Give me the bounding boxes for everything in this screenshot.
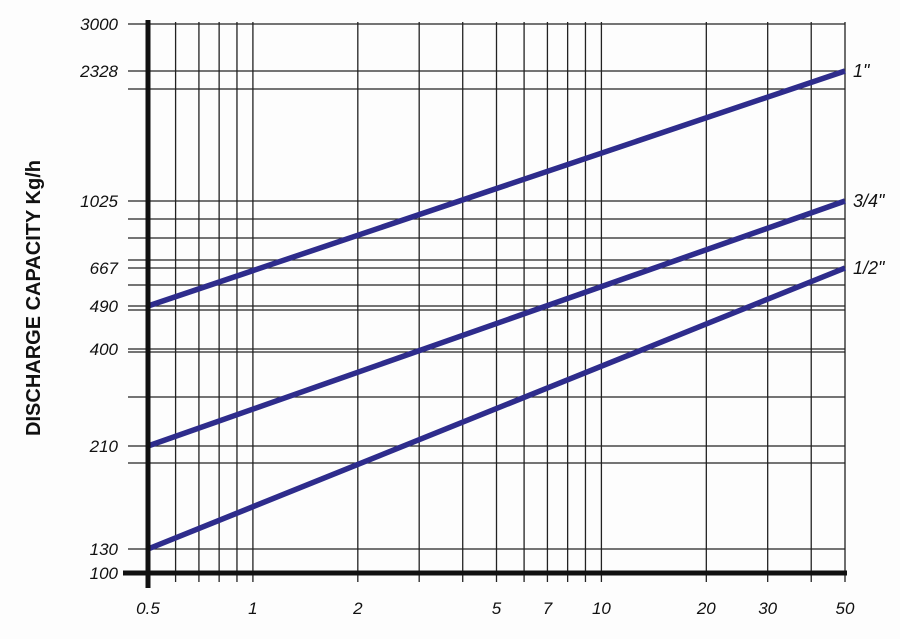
x-tick-label: 30 — [758, 599, 777, 618]
y-tick-label: 130 — [90, 540, 119, 559]
x-tick-label: 50 — [836, 599, 855, 618]
y-tick-label: 3000 — [80, 15, 118, 34]
x-tick-label: 20 — [696, 599, 716, 618]
x-tick-label: 0.5 — [136, 599, 160, 618]
series-lines — [146, 68, 847, 552]
y-tick-label: 2328 — [79, 62, 118, 81]
y-tick-label: 490 — [90, 297, 119, 316]
series-label: 1/2" — [853, 258, 886, 278]
y-axis-label: DISCHARGE CAPACITY Kg/h — [23, 160, 45, 436]
axes — [123, 20, 847, 588]
x-tick-label: 5 — [492, 599, 502, 618]
tick-labels: 1" 3/4" 1/2" 0.5 1 2 5 7 10 20 30 50 3000 2328 1025 667… — [79, 15, 886, 618]
series-line — [147, 198, 846, 449]
y-tick-label: 210 — [89, 437, 119, 456]
series-label: 1" — [853, 61, 871, 81]
x-tick-label: 7 — [543, 599, 553, 618]
y-tick-label: 1025 — [80, 192, 118, 211]
x-tick-label: 2 — [352, 599, 363, 618]
y-tick-label: 400 — [90, 340, 119, 359]
x-tick-label: 1 — [248, 599, 257, 618]
series-line — [146, 265, 847, 552]
x-tick-label: 10 — [592, 599, 611, 618]
y-tick-label: 100 — [90, 564, 119, 583]
series-line — [147, 68, 846, 309]
y-tick-label: 667 — [90, 259, 119, 278]
series-label: 3/4" — [853, 191, 886, 211]
grid — [128, 22, 846, 582]
